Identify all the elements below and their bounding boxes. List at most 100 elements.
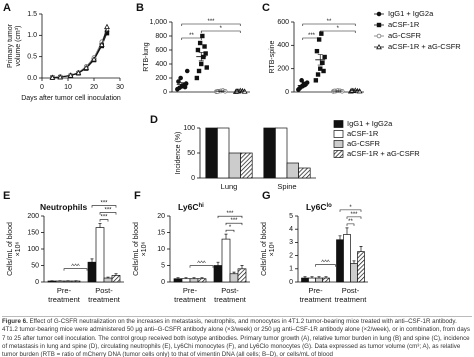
significance: ** — [348, 219, 353, 225]
significance: ^^^ — [321, 260, 330, 266]
error-bar — [303, 276, 307, 279]
marker — [200, 33, 205, 39]
x-tick-label: treatment — [300, 295, 333, 304]
legend-swatch — [333, 150, 344, 158]
bar — [63, 280, 73, 283]
x-tick-label: 0 — [40, 84, 44, 91]
significance: ^^^ — [71, 264, 80, 270]
marker — [318, 66, 323, 71]
significance: * — [349, 205, 352, 211]
panel-title-text: Ly6C — [306, 202, 326, 212]
panel-letter: D — [150, 114, 158, 126]
x-tick-label: Post- — [221, 286, 239, 295]
significance: *** — [104, 208, 112, 214]
error-bar — [176, 277, 180, 279]
y-tick-label: 0 — [161, 279, 165, 286]
error-bar — [324, 276, 328, 279]
error-bar — [317, 276, 321, 279]
bar — [55, 280, 65, 283]
marker — [104, 23, 110, 30]
bracket — [346, 223, 355, 226]
bar — [315, 277, 323, 283]
marker — [314, 48, 320, 54]
y-tick-label: 5 — [289, 213, 293, 220]
y-tick-label: 0 — [289, 279, 293, 286]
x-tick-label: treatment — [174, 295, 207, 304]
bar — [71, 280, 81, 283]
bracket — [63, 268, 88, 271]
bracket — [315, 264, 336, 267]
legend-marker — [376, 22, 382, 28]
bar — [87, 261, 97, 283]
x-tick-label: Post- — [342, 286, 360, 295]
bar — [286, 162, 299, 179]
bar — [336, 239, 344, 283]
bracket — [302, 23, 356, 26]
bracket — [99, 219, 109, 222]
bar — [205, 127, 218, 179]
x-tick-label: treatment — [48, 295, 81, 304]
y-axis-label: Cells/mL of blood — [7, 222, 14, 276]
y-tick-label: 50 — [187, 150, 195, 157]
x-tick-label: Pre- — [183, 286, 198, 295]
bar — [103, 277, 113, 283]
panel-title-sup: hi — [198, 203, 204, 209]
marker — [199, 61, 204, 67]
error-bar — [232, 271, 236, 274]
bar — [213, 265, 223, 283]
y-tick-label: 0 — [35, 279, 39, 286]
error-bar — [90, 258, 94, 263]
y-tick-label: 0 — [191, 175, 195, 182]
y-axis-label: Cells/mL of blood — [133, 222, 140, 276]
marker — [203, 51, 208, 56]
marker — [49, 74, 56, 80]
bar — [343, 234, 351, 283]
figure: A 0.0 0.5 1.0 1.5 Primary tumor volume (cm³) 0 1… — [3, 2, 461, 304]
significance: *** — [226, 211, 234, 217]
panel-letter: A — [3, 2, 11, 14]
y-axis-label: Cells/mL of blood — [261, 222, 268, 276]
bracket — [189, 265, 214, 268]
marker — [197, 40, 203, 46]
y-axis-label: volume (cm³) — [15, 26, 22, 67]
bar — [95, 227, 105, 283]
y-tick-label: 0.0 — [27, 75, 37, 82]
y-tick-label: 2 — [289, 252, 293, 259]
y-tick-label: 1.0 — [27, 32, 37, 39]
bar — [308, 277, 316, 283]
y-tick-label: 1 — [289, 266, 293, 273]
legend-swatch — [333, 140, 344, 148]
y-tick-label: 20 — [157, 213, 165, 220]
bar — [189, 278, 199, 283]
x-tick-label: Lung — [221, 182, 238, 191]
bracket — [217, 215, 243, 219]
bracket — [200, 30, 241, 33]
error-bar — [179, 82, 185, 87]
marker — [319, 31, 324, 36]
y-tick-label: 4 — [289, 226, 293, 233]
significance: *** — [207, 19, 215, 25]
x-tick-label: treatment — [88, 295, 121, 304]
bracket — [225, 229, 235, 233]
legend-label: aG-CSFR — [347, 139, 381, 148]
error-bar — [184, 277, 188, 279]
panel-letter: F — [134, 190, 141, 202]
legend-marker — [376, 11, 382, 17]
y-tick-label: 800 — [155, 33, 167, 40]
bar — [298, 167, 311, 179]
y-tick-label: 10 — [157, 246, 165, 253]
panel-letter: E — [3, 190, 10, 202]
bar — [357, 251, 365, 283]
significance: *** — [350, 212, 358, 218]
y-tick-label: 400 — [277, 42, 289, 49]
panel-title-text: Neutrophils — [40, 202, 87, 212]
x-tick-label: 20 — [90, 84, 98, 91]
marker — [98, 41, 105, 47]
y-tick-label: 0 — [163, 89, 167, 96]
error-bar — [98, 223, 102, 228]
y-tick-label: 0.5 — [27, 54, 37, 61]
x-tick-label: Pre- — [308, 286, 323, 295]
marker — [299, 78, 304, 83]
legend-label: IgG1 + IgG2a — [388, 9, 434, 18]
